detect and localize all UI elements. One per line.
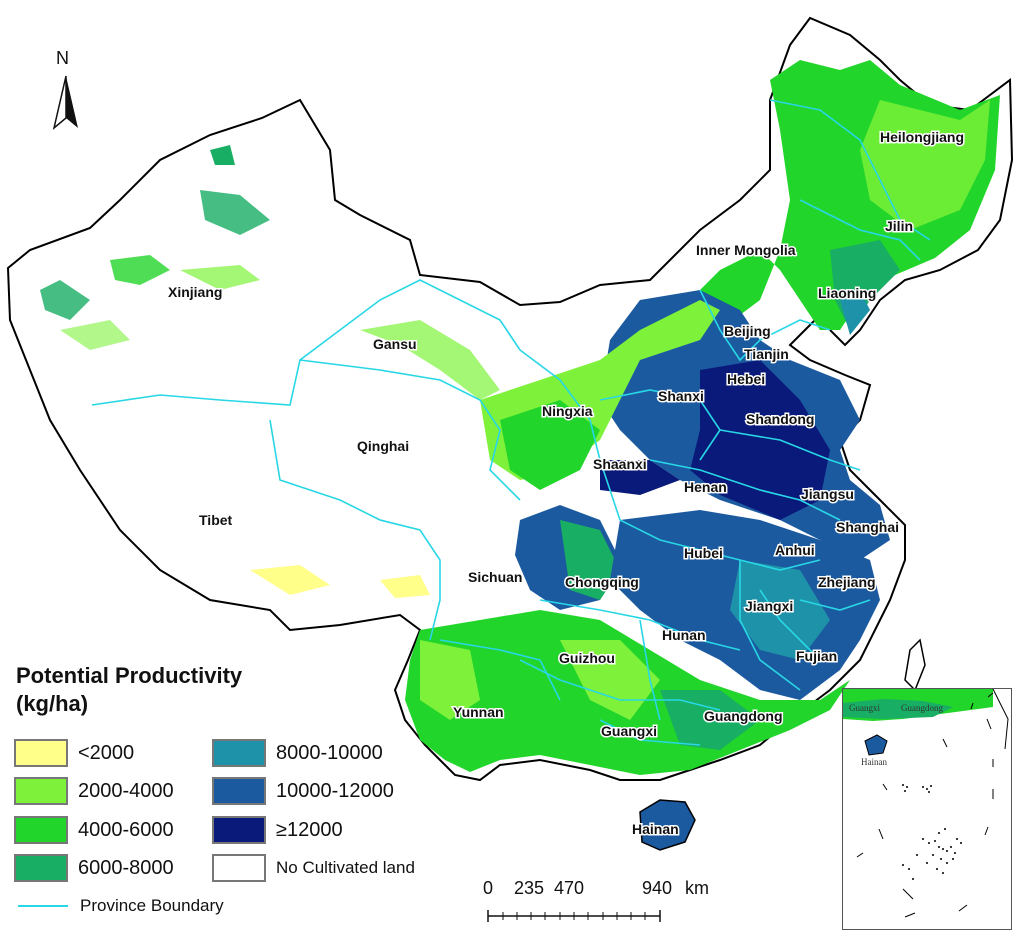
taiwan-island: [904, 638, 926, 692]
legend-label: 8000-10000: [276, 741, 383, 764]
legend-item: 10000-12000: [212, 776, 394, 806]
label-hubei: Hubei: [684, 545, 723, 561]
scale-tick-label: 235: [514, 878, 545, 898]
label-xinjiang: Xinjiang: [168, 284, 222, 300]
label-guangdong: Guangdong: [704, 708, 783, 724]
legend-swatch: [14, 816, 68, 844]
label-gansu: Gansu: [373, 336, 417, 352]
legend-title: Potential Productivity (kg/ha): [16, 662, 242, 718]
legend-boundary-label: Province Boundary: [80, 896, 224, 915]
inset-label-guangdong: Guangdong: [901, 703, 943, 713]
legend-swatch: [212, 739, 266, 767]
legend-item: 8000-10000: [212, 738, 383, 768]
scale-tick-label: 470: [554, 878, 585, 898]
north-label: N: [56, 48, 69, 68]
label-shaanxi: Shaanxi: [593, 456, 647, 472]
label-ningxia: Ningxia: [542, 403, 593, 419]
inset-map: [843, 689, 1009, 918]
legend-label: 4000-6000: [78, 818, 174, 841]
scale-bar: 0 235 470 940 km: [470, 878, 710, 928]
province-boundaries: [91, 99, 931, 746]
label-sichuan: Sichuan: [468, 569, 522, 585]
legend-swatch: [212, 777, 266, 805]
label-fujian: Fujian: [796, 648, 837, 664]
legend-swatch: [14, 854, 68, 882]
south-china-sea-inset: Guangxi Guangdong Hainan: [842, 688, 1012, 930]
scale-bar-graphic: [487, 910, 661, 922]
label-jiangxi: Jiangxi: [745, 598, 793, 614]
label-jilin: Jilin: [885, 218, 913, 234]
legend-swatch: [14, 739, 68, 767]
label-shanghai: Shanghai: [836, 519, 899, 535]
label-tibet: Tibet: [199, 512, 233, 528]
label-shandong: Shandong: [746, 411, 814, 427]
scale-tick-label: 940: [642, 878, 673, 898]
label-tianjin: Tianjin: [744, 346, 789, 362]
label-jiangsu: Jiangsu: [801, 486, 854, 502]
legend-item: No Cultivated land: [212, 853, 415, 883]
legend-label: No Cultivated land: [276, 858, 415, 877]
label-hebei: Hebei: [727, 371, 765, 387]
legend-label: 10000-12000: [276, 779, 394, 802]
legend-swatch: [14, 777, 68, 805]
province-labels: Xinjiang Gansu Qinghai Tibet Inner Mongo…: [167, 128, 966, 839]
label-inner-mongolia: Inner Mongolia: [696, 242, 796, 258]
legend-swatch: [212, 816, 266, 844]
label-henan: Henan: [684, 479, 727, 495]
label-hainan: Hainan: [632, 821, 679, 837]
legend-swatch: [212, 854, 266, 882]
label-qinghai: Qinghai: [357, 438, 409, 454]
label-guangxi: Guangxi: [601, 723, 657, 739]
label-liaoning: Liaoning: [818, 285, 876, 301]
legend-label: 2000-4000: [78, 779, 174, 802]
legend-boundary: Province Boundary: [18, 896, 224, 916]
legend-item: 2000-4000: [14, 776, 174, 806]
label-chongqing: Chongqing: [565, 574, 639, 590]
label-beijing: Beijing: [724, 323, 771, 339]
legend-label: <2000: [78, 741, 135, 764]
boundary-line-swatch: [18, 905, 68, 907]
label-zhejiang: Zhejiang: [818, 574, 876, 590]
legend-title-line1: Potential Productivity: [16, 663, 243, 688]
label-heilongjiang: Heilongjiang: [880, 129, 964, 145]
label-guizhou: Guizhou: [559, 650, 615, 666]
label-hunan: Hunan: [662, 627, 706, 643]
scale-unit: km: [685, 878, 709, 898]
legend-label: 6000-8000: [78, 856, 174, 879]
inset-label-hainan: Hainan: [861, 757, 887, 767]
label-shanxi: Shanxi: [658, 388, 704, 404]
legend-title-line2: (kg/ha): [16, 691, 89, 716]
scale-tick-label: 0: [483, 878, 494, 898]
label-yunnan: Yunnan: [453, 704, 504, 720]
north-arrow-icon: [52, 75, 78, 131]
inset-label-guangxi: Guangxi: [849, 703, 880, 713]
hainan-island: [639, 799, 696, 851]
legend-item: <2000: [14, 738, 134, 768]
legend-item: 4000-6000: [14, 815, 174, 845]
label-anhui: Anhui: [775, 542, 815, 558]
legend-item: ≥12000: [212, 815, 343, 845]
legend-item: 6000-8000: [14, 853, 174, 883]
legend-label: ≥12000: [276, 818, 343, 841]
productivity-raster: [40, 60, 1000, 775]
north-arrow: N: [46, 48, 86, 138]
